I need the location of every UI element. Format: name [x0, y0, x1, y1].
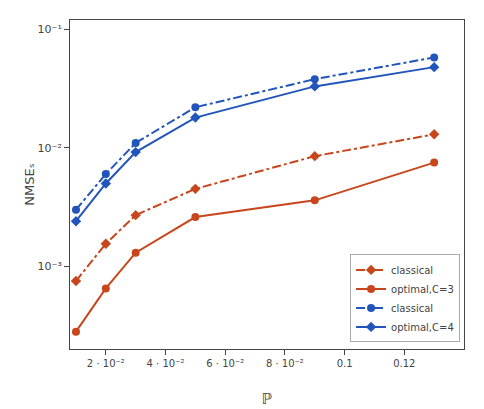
svg-text:6 · 10⁻²: 6 · 10⁻² [206, 358, 244, 369]
svg-text:4 · 10⁻²: 4 · 10⁻² [147, 358, 185, 369]
svg-text:optimal,C=4: optimal,C=4 [391, 322, 454, 333]
svg-text:8 · 10⁻²: 8 · 10⁻² [266, 358, 304, 369]
svg-text:2 · 10⁻²: 2 · 10⁻² [87, 358, 125, 369]
svg-text:10⁻³: 10⁻³ [38, 260, 62, 273]
svg-text:10⁻¹: 10⁻¹ [38, 23, 62, 36]
svg-text:ℙ: ℙ [262, 390, 273, 408]
svg-text:classical: classical [391, 303, 436, 314]
svg-text:10⁻²: 10⁻² [38, 142, 62, 155]
svg-text:optimal,C=3: optimal,C=3 [391, 284, 454, 295]
svg-text:NMSEₛ: NMSEₛ [22, 163, 37, 205]
svg-text:0.12: 0.12 [393, 358, 415, 369]
svg-text:classical: classical [391, 265, 433, 276]
svg-text:0.1: 0.1 [337, 358, 353, 369]
